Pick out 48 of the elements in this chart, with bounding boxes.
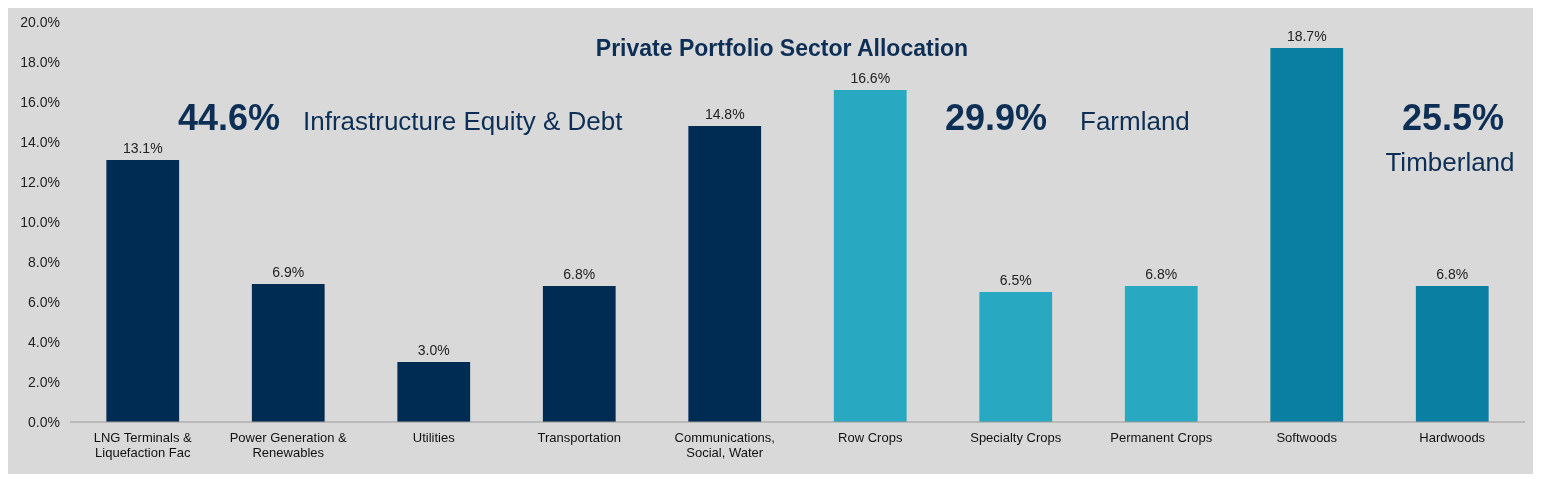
data-label: 6.5% bbox=[999, 272, 1032, 288]
x-tick-label: Row Crops bbox=[838, 430, 903, 445]
y-tick-label: 2.0% bbox=[28, 373, 60, 390]
y-tick-label: 0.0% bbox=[28, 413, 60, 430]
annotation: 25.5% bbox=[1401, 97, 1505, 138]
annotation: Infrastructure Equity & Debt bbox=[303, 106, 624, 136]
x-tick-label: Transportation bbox=[537, 430, 621, 445]
data-label: 16.6% bbox=[850, 70, 891, 86]
y-tick-label: 16.0% bbox=[20, 93, 60, 110]
x-tick-label: Power Generation & Renewables bbox=[229, 430, 348, 460]
y-tick-label: 14.0% bbox=[20, 133, 60, 150]
x-tick-label: Communications, Social, Water bbox=[674, 430, 775, 460]
y-tick-label: 6.0% bbox=[28, 293, 60, 310]
y-tick-label: 8.0% bbox=[28, 253, 60, 270]
bar bbox=[397, 362, 471, 422]
text: Private Portfolio Sector Allocation bbox=[595, 35, 969, 61]
bar bbox=[833, 90, 907, 422]
x-tick-label: Utilities bbox=[412, 430, 456, 445]
bar bbox=[688, 126, 762, 422]
data-label: 6.8% bbox=[1145, 266, 1178, 282]
bar bbox=[1270, 48, 1344, 422]
data-label: 6.8% bbox=[1436, 266, 1469, 282]
bar bbox=[1415, 286, 1489, 422]
data-label: 18.7% bbox=[1286, 28, 1327, 44]
data-label: 6.8% bbox=[563, 266, 596, 282]
y-tick-label: 20.0% bbox=[20, 13, 60, 30]
x-tick-label: Specialty Crops bbox=[970, 430, 1062, 445]
bar bbox=[979, 292, 1053, 422]
bar bbox=[106, 160, 180, 422]
annotation: 44.6% bbox=[178, 97, 281, 138]
annotation: 29.9% bbox=[945, 97, 1048, 138]
annotation: Timberland bbox=[1385, 147, 1515, 177]
bar bbox=[251, 284, 325, 422]
x-tick-label: Softwoods bbox=[1276, 430, 1338, 445]
x-tick-label: LNG Terminals & Liquefaction Fac bbox=[93, 430, 193, 460]
bar bbox=[542, 286, 616, 422]
bar bbox=[1124, 286, 1198, 422]
y-tick-label: 18.0% bbox=[20, 53, 60, 70]
data-label: 13.1% bbox=[122, 140, 163, 156]
data-label: 14.8% bbox=[704, 106, 745, 122]
x-tick-label: Permanent Crops bbox=[1110, 430, 1213, 445]
y-tick-label: 10.0% bbox=[20, 213, 60, 230]
y-tick-label: 12.0% bbox=[20, 173, 60, 190]
data-label: 6.9% bbox=[272, 264, 305, 280]
annotation: Farmland bbox=[1080, 106, 1190, 136]
data-label: 3.0% bbox=[417, 342, 450, 358]
x-tick-label: Hardwoods bbox=[1419, 430, 1486, 445]
y-tick-label: 4.0% bbox=[28, 333, 60, 350]
